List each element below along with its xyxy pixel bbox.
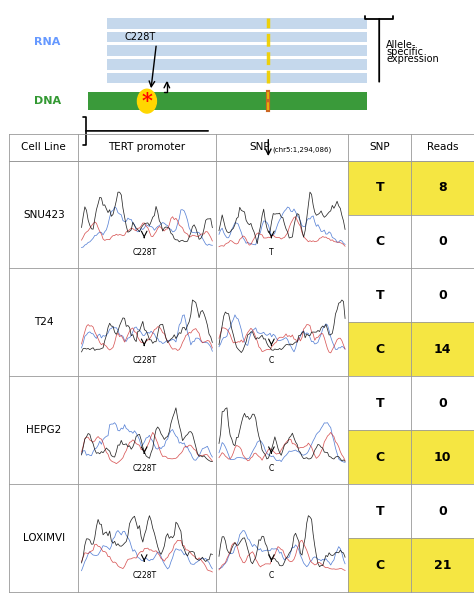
Text: *: *: [142, 90, 152, 111]
FancyBboxPatch shape: [107, 18, 367, 29]
FancyBboxPatch shape: [348, 377, 474, 430]
Text: C: C: [269, 356, 274, 365]
Text: specific: specific: [386, 47, 423, 57]
Text: 14: 14: [434, 343, 451, 356]
Text: RNA: RNA: [34, 37, 61, 46]
FancyBboxPatch shape: [107, 45, 367, 56]
Text: T: T: [375, 397, 384, 410]
Text: T: T: [269, 248, 273, 257]
Text: 0: 0: [438, 235, 447, 248]
Text: 0: 0: [438, 397, 447, 410]
Text: T: T: [375, 289, 384, 302]
Text: C228T: C228T: [132, 356, 156, 365]
Text: Allele-: Allele-: [386, 40, 417, 49]
Text: Cell Line: Cell Line: [21, 142, 66, 152]
FancyBboxPatch shape: [107, 59, 367, 70]
Text: C: C: [375, 559, 384, 572]
Text: 10: 10: [434, 451, 451, 464]
FancyBboxPatch shape: [348, 538, 474, 592]
Text: TERT promoter: TERT promoter: [109, 142, 185, 152]
Text: expression: expression: [386, 54, 439, 64]
Text: C: C: [269, 571, 274, 581]
FancyBboxPatch shape: [107, 32, 367, 42]
Text: DNA: DNA: [34, 96, 61, 106]
Text: 0: 0: [438, 505, 447, 518]
FancyBboxPatch shape: [348, 430, 474, 484]
Text: T: T: [375, 505, 384, 518]
Text: C: C: [375, 343, 384, 356]
Text: 0: 0: [438, 289, 447, 302]
Text: (chr5:1,294,086): (chr5:1,294,086): [273, 146, 332, 153]
Text: C228T: C228T: [132, 248, 156, 257]
FancyBboxPatch shape: [88, 92, 367, 110]
Text: Reads: Reads: [427, 142, 458, 152]
Text: LOXIMVI: LOXIMVI: [23, 533, 65, 543]
FancyBboxPatch shape: [348, 268, 474, 322]
Text: C: C: [269, 464, 274, 472]
Text: 8: 8: [438, 181, 447, 194]
Text: C228T: C228T: [124, 32, 155, 42]
Circle shape: [137, 89, 156, 113]
Text: SNP: SNP: [370, 142, 390, 152]
Text: HEPG2: HEPG2: [26, 425, 62, 436]
Text: SNP: SNP: [249, 142, 270, 152]
FancyBboxPatch shape: [107, 73, 367, 83]
Text: T24: T24: [34, 317, 54, 327]
Text: C: C: [375, 235, 384, 248]
Text: 21: 21: [434, 559, 451, 572]
Text: C228T: C228T: [132, 571, 156, 581]
Text: C: C: [375, 451, 384, 464]
Text: SNU423: SNU423: [23, 209, 65, 220]
Text: T: T: [375, 181, 384, 194]
FancyBboxPatch shape: [348, 215, 474, 268]
FancyBboxPatch shape: [348, 484, 474, 538]
FancyBboxPatch shape: [348, 161, 474, 215]
FancyBboxPatch shape: [348, 322, 474, 377]
Text: C228T: C228T: [132, 464, 156, 472]
